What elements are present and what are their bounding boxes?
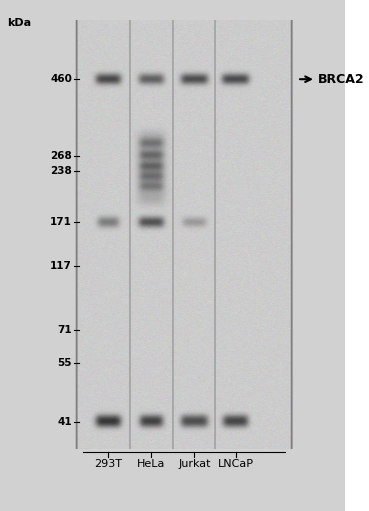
Text: 171: 171 [50, 217, 72, 227]
Text: 460: 460 [50, 74, 72, 84]
Text: kDa: kDa [7, 18, 32, 28]
Text: 117: 117 [50, 261, 72, 271]
Text: Jurkat: Jurkat [178, 459, 211, 469]
Text: LNCaP: LNCaP [217, 459, 254, 469]
Text: BRCA2: BRCA2 [318, 73, 364, 86]
Text: 55: 55 [58, 358, 72, 368]
Text: 268: 268 [50, 151, 72, 161]
Text: 71: 71 [57, 324, 72, 335]
Text: HeLa: HeLa [137, 459, 166, 469]
Text: 293T: 293T [94, 459, 123, 469]
Text: 41: 41 [57, 416, 72, 427]
Text: 238: 238 [50, 166, 72, 176]
